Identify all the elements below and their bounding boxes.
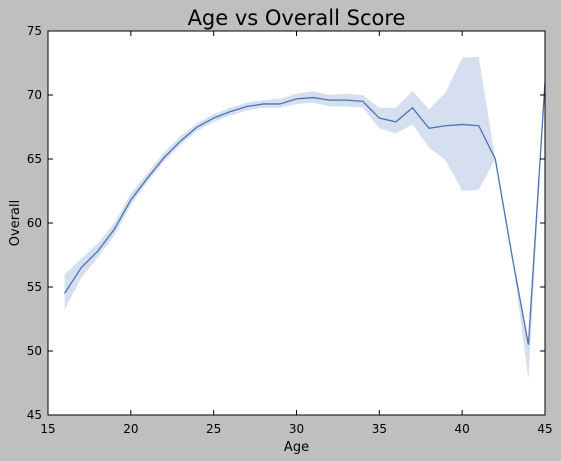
x-tick-label: 15 [40,422,55,436]
x-tick-label: 30 [289,422,304,436]
x-axis-label: Age [284,440,309,455]
series-line-0 [64,82,546,345]
x-tick-label: 20 [123,422,138,436]
x-tick-label: 45 [537,422,552,436]
series-layer [64,56,546,380]
x-tick-label: 25 [206,422,221,436]
y-tick-label: 70 [27,88,42,102]
y-axis-label: Overall [8,200,23,246]
chart-title: Age vs Overall Score [188,6,406,30]
y-tick-label: 55 [27,280,42,294]
y-tick-label: 45 [27,408,42,422]
ticks-layer: 15 20 25 30 35 40 45 45 50 55 60 65 70 75 [27,24,553,436]
y-tick-label: 65 [27,152,42,166]
x-tick-label: 35 [372,422,387,436]
x-tick-label: 40 [455,422,470,436]
y-tick-label: 60 [27,216,42,230]
y-tick-label: 75 [27,24,42,38]
y-tick-label: 50 [27,344,42,358]
